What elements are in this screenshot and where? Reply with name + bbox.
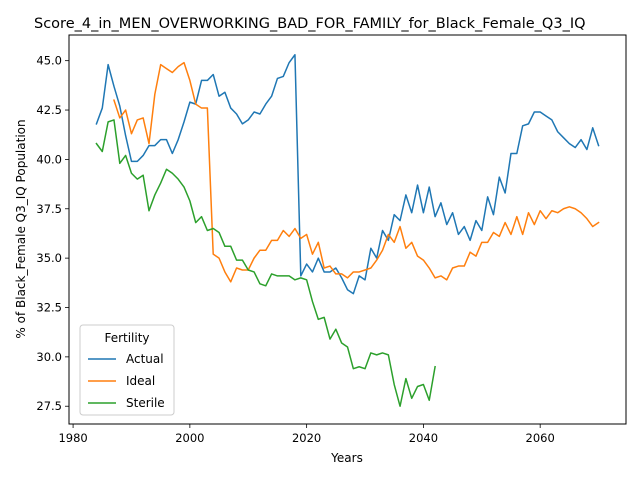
legend-title: Fertility: [104, 331, 149, 345]
x-tick-label: 2020: [292, 431, 321, 445]
chart-title: Score_4_in_MEN_OVERWORKING_BAD_FOR_FAMIL…: [34, 16, 586, 32]
legend-entry-ideal: Ideal: [126, 374, 155, 388]
y-tick-label: 27.5: [36, 399, 62, 413]
legend: Fertility Actual Ideal Sterile: [79, 324, 175, 416]
series-line-sterile: [95, 119, 436, 407]
y-tick-label: 35.0: [36, 251, 62, 265]
x-axis: 1980 2000 2020 2040 2060: [58, 424, 555, 445]
legend-entry-actual: Actual: [126, 352, 164, 366]
x-tick-label: 2040: [409, 431, 438, 445]
y-axis: 27.5 30.0 32.5 35.0 37.5 40.0 42.5 45.0: [36, 54, 69, 413]
series-line-ideal: [113, 61, 600, 283]
series-line-actual: [95, 54, 600, 295]
plot-area-frame: [68, 34, 627, 425]
legend-box: [79, 324, 175, 416]
y-tick-label: 37.5: [36, 202, 62, 216]
x-tick-label: 2060: [526, 431, 555, 445]
y-tick-label: 32.5: [36, 300, 62, 314]
y-axis-label: % of Black_Female Q3_IQ Population: [14, 119, 28, 338]
x-tick-label: 2000: [175, 431, 204, 445]
y-tick-label: 30.0: [36, 350, 62, 364]
legend-entry-sterile: Sterile: [126, 396, 165, 410]
x-axis-label: Years: [330, 451, 363, 465]
y-tick-label: 40.0: [36, 152, 62, 166]
y-tick-label: 42.5: [36, 103, 62, 117]
y-tick-label: 45.0: [36, 54, 62, 68]
series-layer: [95, 54, 600, 407]
x-tick-label: 1980: [58, 431, 87, 445]
